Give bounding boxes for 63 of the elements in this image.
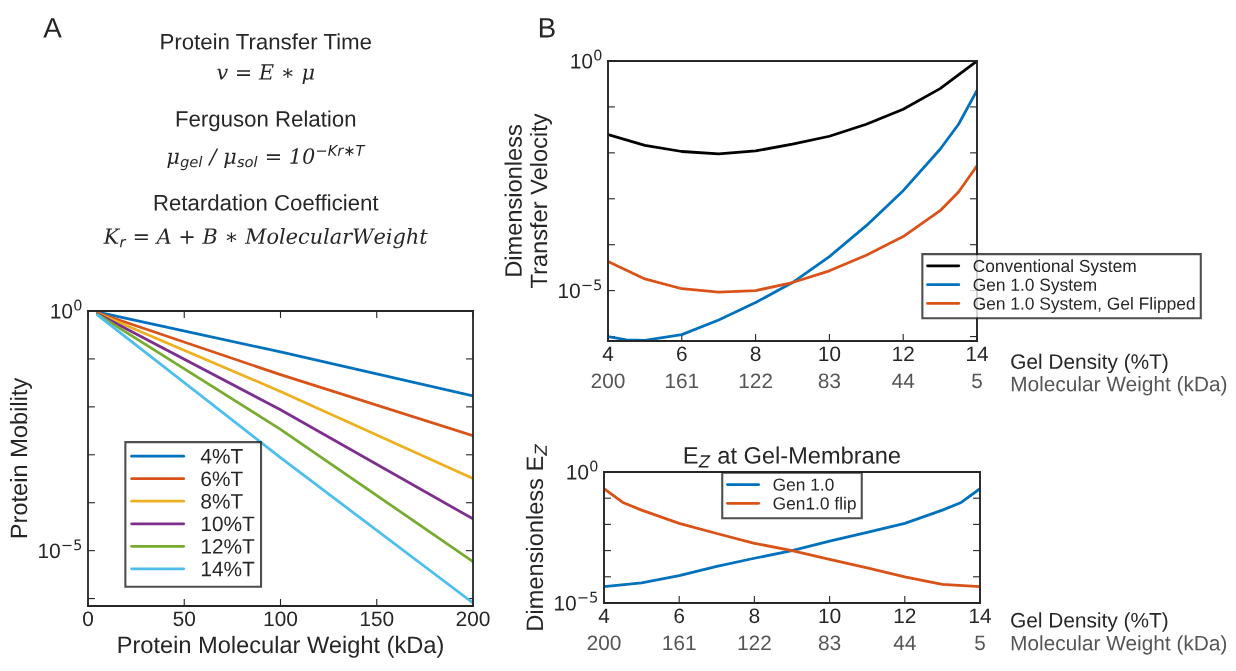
y-tick-label: 10$^{0}$ <box>567 460 598 480</box>
x-tick-label: 10 <box>819 608 841 624</box>
x-tick-label: 14 <box>970 608 991 623</box>
text: v = E ∗ μ <box>217 64 315 84</box>
x-tick-label: 12 <box>893 346 914 361</box>
x-tick-label: 12 <box>894 608 916 623</box>
legend-label: 8%T <box>201 493 243 509</box>
x2-tick-label: 200 <box>591 373 625 389</box>
x2-tick-label: 83 <box>818 635 841 651</box>
x2-tick-label: 122 <box>738 635 771 651</box>
chart-title: E$_{Z}$ at Gel-Membrane <box>684 446 900 468</box>
x-tick-label: 50 <box>173 611 196 627</box>
x-axis-title: Protein Molecular Weight (kDa) <box>118 635 443 658</box>
x-tick-label: 4 <box>598 608 610 623</box>
y-axis-title: Dimensionless E$_{Z}$ <box>525 443 547 630</box>
x-tick-label: 8 <box>750 346 761 362</box>
x-tick-label: 6 <box>674 608 685 624</box>
legend-label: Gen1.0 flip <box>773 496 856 513</box>
x2-tick-label: 200 <box>587 635 621 651</box>
y-tick-label: 10$^{−5}$ <box>559 279 602 299</box>
x2-tick-label: 122 <box>739 373 772 389</box>
x2-tick-label: 44 <box>893 635 916 651</box>
x-tick-label: 0 <box>83 611 93 627</box>
text: K$_{r}$ = A + B ∗ MolecularWeight <box>103 227 428 249</box>
x-tick-label: 200 <box>456 611 490 627</box>
text: A <box>43 18 62 38</box>
y-axis-title: Dimensionless Transfer Velocity <box>504 113 552 288</box>
x-tick-label: 6 <box>677 346 687 362</box>
text: μ$_{gel}$ / μ$_{sol}$ = 10$^{−Kr∗T}$ <box>167 145 366 171</box>
y-tick-label: 10$^{0}$ <box>51 299 82 319</box>
x-tick-label: 14 <box>967 346 988 361</box>
text: Ferguson Relation <box>176 110 356 132</box>
text: B <box>539 18 555 38</box>
x-tick-label: 4 <box>602 346 614 361</box>
legend-label: Gen 1.0 System, Gel Flipped <box>973 296 1195 314</box>
x2-tick-label: 83 <box>818 373 841 389</box>
legend-label: 4%T <box>200 448 243 464</box>
x-tick-label: 100 <box>264 611 298 627</box>
x2-tick-label: 44 <box>892 373 915 389</box>
legend-label: Conventional System <box>973 259 1136 276</box>
x2-axis-title: Molecular Weight (kDa) <box>1011 635 1227 655</box>
y-tick-label: 10$^{−5}$ <box>39 539 82 559</box>
text: Retardation Coefficient <box>154 194 379 211</box>
text: Gen 1.0 System <box>973 278 1097 295</box>
x-tick-label: 10 <box>819 346 841 362</box>
x-axis-title: Gel Density (%T) <box>1011 353 1168 374</box>
legend-label: 12%T <box>201 539 255 554</box>
legend-label: 14%T <box>201 561 255 577</box>
x2-tick-label: 5 <box>972 373 982 389</box>
x-axis-title: Gel Density (%T) <box>1011 612 1168 632</box>
x-tick-label: 150 <box>360 611 394 627</box>
x2-axis-title: Molecular Weight (kDa) <box>1011 376 1227 396</box>
x2-tick-label: 161 <box>666 373 699 389</box>
legend-label: 10%T <box>201 516 255 532</box>
text: Protein Transfer Time <box>161 33 371 50</box>
y-tick-label: 10$^{−5}$ <box>555 591 598 611</box>
x2-tick-label: 161 <box>663 635 696 651</box>
x2-tick-label: 5 <box>975 635 985 651</box>
legend-label: 6%T <box>201 471 243 487</box>
y-tick-label: 10$^{0}$ <box>571 49 602 69</box>
x-tick-label: 8 <box>749 608 760 624</box>
y-axis-title: Protein Mobility <box>9 377 32 538</box>
legend-label: Gen 1.0 <box>773 478 834 491</box>
